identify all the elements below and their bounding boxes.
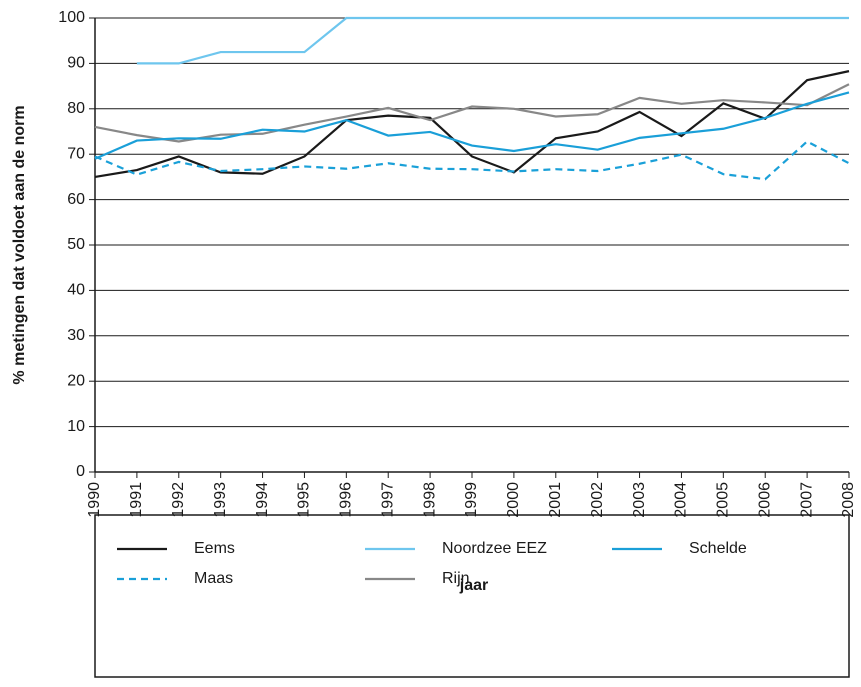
y-tick-label: 30 bbox=[67, 327, 85, 344]
x-tick-label: 2004 bbox=[673, 482, 690, 518]
series-line bbox=[94, 140, 850, 181]
y-tick-label: 80 bbox=[67, 100, 85, 117]
legend-label: Rijn bbox=[442, 570, 470, 587]
x-tick-label: 1997 bbox=[379, 482, 396, 518]
legend-label: Noordzee EEZ bbox=[442, 540, 547, 557]
y-tick-label: 60 bbox=[67, 191, 85, 208]
y-tick-label: 90 bbox=[67, 55, 85, 72]
x-tick-label: 1993 bbox=[212, 482, 229, 518]
series-line bbox=[94, 83, 850, 143]
y-tick-label: 50 bbox=[67, 236, 85, 253]
y-axis-label: % metingen dat voldoet aan de norm bbox=[11, 105, 28, 384]
legend-label: Eems bbox=[194, 540, 235, 557]
x-tick-label: 1996 bbox=[338, 482, 355, 518]
x-tick-label: 2007 bbox=[798, 482, 815, 518]
series-line bbox=[94, 91, 850, 160]
y-tick-label: 20 bbox=[67, 372, 85, 389]
x-tick-label: 2006 bbox=[756, 482, 773, 518]
x-tick-label: 2000 bbox=[505, 482, 522, 518]
x-tick-label: 2002 bbox=[589, 482, 606, 518]
x-tick-label: 1994 bbox=[254, 482, 271, 518]
series-line bbox=[136, 16, 849, 65]
x-tick-label: 2001 bbox=[547, 482, 564, 518]
x-tick-label: 2003 bbox=[631, 482, 648, 518]
x-tick-label: 1992 bbox=[170, 482, 187, 518]
y-tick-label: 40 bbox=[67, 282, 85, 299]
x-tick-label: 2008 bbox=[840, 482, 857, 518]
x-tick-label: 1998 bbox=[421, 482, 438, 518]
y-tick-label: 10 bbox=[67, 418, 85, 435]
y-tick-label: 0 bbox=[76, 463, 85, 480]
x-tick-label: 1991 bbox=[128, 482, 145, 518]
y-tick-label: 100 bbox=[58, 9, 85, 26]
legend-box bbox=[94, 514, 850, 678]
legend-label: Maas bbox=[194, 570, 233, 587]
legend-label: Schelde bbox=[689, 540, 747, 557]
x-tick-label: 1999 bbox=[463, 482, 480, 518]
x-tick-label: 1995 bbox=[296, 482, 313, 518]
y-tick-label: 70 bbox=[67, 145, 85, 162]
x-tick-label: 2005 bbox=[715, 482, 732, 518]
x-tick-label: 1990 bbox=[86, 482, 103, 518]
x-axis-label: jaar bbox=[459, 577, 488, 594]
series-line bbox=[94, 70, 850, 178]
